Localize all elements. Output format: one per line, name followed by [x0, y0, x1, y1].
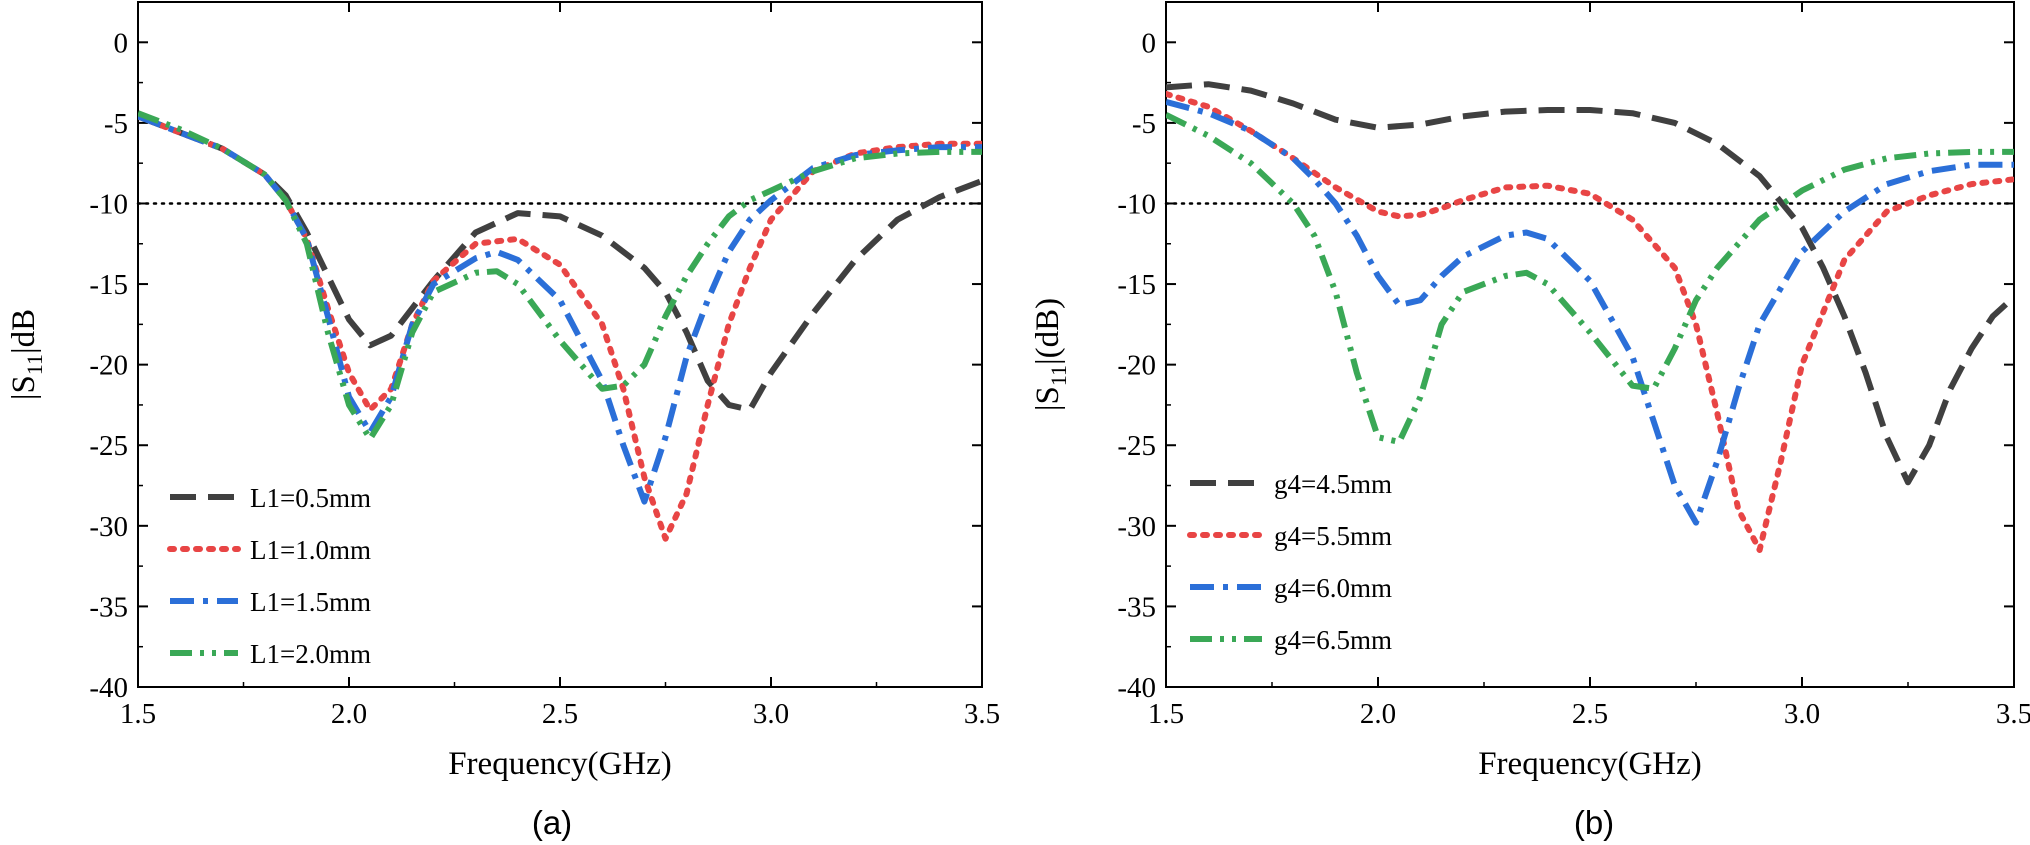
y-axis-label: |S11|dB	[6, 309, 47, 400]
y-tick-label: -15	[1117, 269, 1156, 301]
legend-label: g4=6.0mm	[1274, 573, 1392, 603]
series-line-g4=6.0mm	[1166, 99, 2014, 526]
legend-label: L1=1.0mm	[250, 535, 371, 565]
x-tick-label: 3.5	[1996, 698, 2030, 730]
legend-label: g4=4.5mm	[1274, 469, 1392, 499]
chart-panel-b: 0 -5 -10 -15 -20 -25 -30 -35 -401.5 2.0 2.5 3.0 3.5 g…	[1030, 1, 2030, 841]
x-tick-label: 3.5	[964, 698, 1000, 730]
y-axis-label: |S11|(dB)	[1030, 298, 1071, 411]
y-tick-label: -5	[104, 108, 128, 140]
plot-frame	[137, 1, 983, 688]
y-tick-label: 0	[1142, 27, 1157, 59]
y-tick-label: -25	[1117, 430, 1156, 462]
series-line-L1=2.0mm	[138, 110, 982, 442]
panel-caption: (b)	[1574, 804, 1614, 841]
x-tick-label: 3.0	[753, 698, 789, 730]
x-tick-label: 2.0	[1360, 698, 1396, 730]
x-tick-label: 2.5	[1572, 698, 1608, 730]
y-tick-label: -10	[1117, 188, 1156, 220]
x-axis-label: Frequency(GHz)	[448, 746, 672, 782]
y-tick-label: 0	[114, 27, 129, 59]
legend-label: g4=5.5mm	[1274, 521, 1392, 551]
x-tick-label: 1.5	[1148, 698, 1184, 730]
y-tick-label: -20	[1117, 350, 1156, 382]
chart-panel-a: 0 -5 -10 -15 -20 -25 -30 -35 -401.5 2.0 2.5 3.0 3.5 L…	[6, 1, 1000, 841]
x-tick-label: 2.5	[542, 698, 578, 730]
y-tick-label: -35	[1117, 591, 1156, 623]
series-line-g4=6.5mm	[1166, 112, 2014, 445]
y-tick-label: -5	[1132, 108, 1156, 140]
legend-label: L1=1.5mm	[250, 587, 371, 617]
y-tick-label: -30	[89, 511, 128, 543]
legend-label: L1=0.5mm	[250, 483, 371, 513]
y-tick-label: -40	[89, 672, 128, 704]
y-tick-label: -30	[1117, 511, 1156, 543]
x-tick-label: 2.0	[331, 698, 367, 730]
y-tick-label: -35	[89, 591, 128, 623]
series-line-g4=5.5mm	[1166, 90, 2014, 553]
panel-caption: (a)	[532, 804, 572, 841]
y-tick-label: -15	[89, 269, 128, 301]
series-line-L1=1.5mm	[138, 113, 982, 505]
y-tick-label: -40	[1117, 672, 1156, 704]
x-tick-label: 3.0	[1784, 698, 1820, 730]
legend-label: g4=6.5mm	[1274, 625, 1392, 655]
y-tick-label: -20	[89, 350, 128, 382]
y-tick-label: -25	[89, 430, 128, 462]
series-line-g4=4.5mm	[1166, 81, 2014, 486]
x-tick-label: 1.5	[120, 698, 156, 730]
series-line-L1=1.0mm	[138, 113, 982, 542]
legend-label: L1=2.0mm	[250, 639, 371, 669]
x-axis-label: Frequency(GHz)	[1478, 746, 1702, 782]
y-tick-label: -10	[89, 188, 128, 220]
